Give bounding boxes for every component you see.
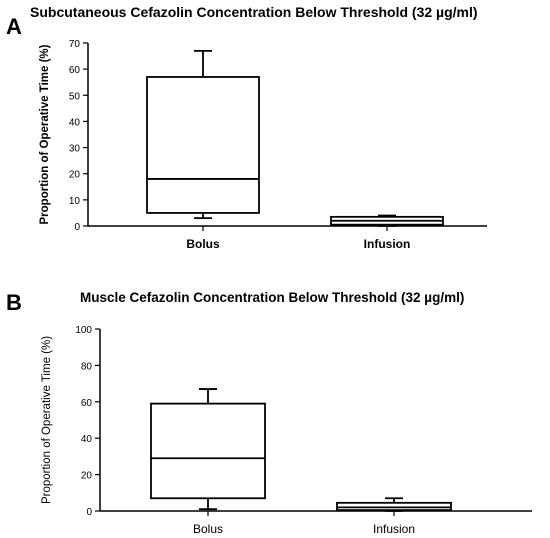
x-tick-label: Bolus bbox=[186, 237, 220, 251]
panel-label: B bbox=[6, 290, 22, 315]
x-tick-label: Infusion bbox=[364, 237, 411, 251]
y-tick-label: 40 bbox=[81, 434, 93, 445]
y-axis-label: Proportion of Operative Time (%) bbox=[39, 44, 51, 224]
box-iqr bbox=[336, 501, 452, 511]
y-tick-label: 0 bbox=[74, 222, 80, 233]
chart-title: Subcutaneous Cefazolin Concentration Bel… bbox=[30, 4, 478, 20]
y-tick-label: 30 bbox=[69, 144, 81, 155]
y-tick-label: 20 bbox=[81, 471, 93, 482]
box-iqr bbox=[150, 402, 266, 500]
y-tick-label: 70 bbox=[69, 39, 81, 50]
y-tick-label: 10 bbox=[69, 196, 81, 207]
y-tick-label: 0 bbox=[86, 507, 92, 518]
y-axis-label: Proportion of Operative Time (%) bbox=[41, 336, 53, 504]
y-tick-label: 60 bbox=[81, 398, 93, 409]
box-iqr bbox=[146, 76, 260, 214]
chart-title: Muscle Cefazolin Concentration Below Thr… bbox=[80, 290, 465, 305]
y-tick-label: 50 bbox=[69, 91, 81, 102]
y-tick-label: 60 bbox=[69, 65, 81, 76]
panel-label: A bbox=[6, 14, 22, 39]
x-tick-label: Infusion bbox=[373, 522, 415, 536]
y-tick-label: 40 bbox=[69, 117, 81, 128]
y-tick-label: 80 bbox=[81, 361, 93, 372]
y-tick-label: 100 bbox=[75, 325, 92, 336]
x-tick-label: Bolus bbox=[193, 522, 223, 536]
y-tick-label: 20 bbox=[69, 170, 81, 181]
boxplot-chart-a: 0 10 20 30 40 50 60 70 Proportion of Operative T… bbox=[39, 39, 487, 251]
